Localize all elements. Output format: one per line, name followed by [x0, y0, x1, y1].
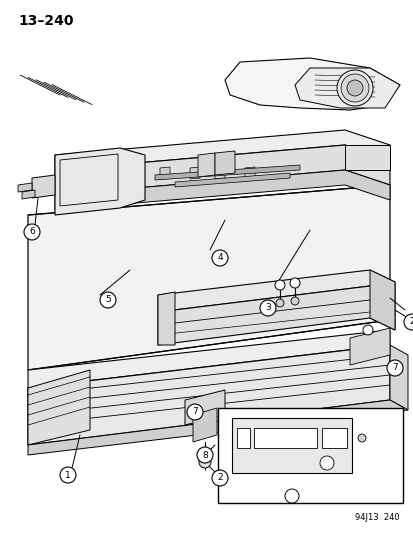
Text: 3: 3 — [264, 303, 270, 312]
Polygon shape — [185, 390, 224, 425]
Circle shape — [199, 456, 211, 468]
Polygon shape — [55, 170, 389, 210]
Polygon shape — [236, 428, 249, 448]
Circle shape — [336, 70, 372, 106]
Text: 1: 1 — [65, 471, 71, 480]
Polygon shape — [175, 173, 289, 187]
Bar — [218, 408, 402, 503]
Circle shape — [386, 360, 402, 376]
Polygon shape — [55, 130, 389, 170]
Circle shape — [275, 299, 283, 307]
Text: 6: 6 — [29, 228, 35, 237]
Text: 4: 4 — [217, 254, 222, 262]
Polygon shape — [55, 148, 145, 215]
Polygon shape — [254, 428, 316, 448]
Polygon shape — [159, 167, 170, 179]
Polygon shape — [197, 153, 214, 177]
Circle shape — [100, 292, 116, 308]
Circle shape — [319, 456, 333, 470]
Polygon shape — [244, 167, 254, 179]
Polygon shape — [369, 270, 394, 330]
Polygon shape — [192, 408, 216, 442]
Polygon shape — [18, 183, 32, 192]
Circle shape — [284, 489, 298, 503]
Polygon shape — [55, 145, 389, 195]
Circle shape — [403, 314, 413, 330]
Polygon shape — [224, 58, 399, 110]
Polygon shape — [158, 286, 394, 345]
Circle shape — [357, 434, 365, 442]
Polygon shape — [349, 328, 389, 365]
Circle shape — [187, 404, 202, 420]
Circle shape — [289, 278, 299, 288]
Text: 13–240: 13–240 — [18, 14, 74, 28]
Circle shape — [197, 447, 212, 463]
Text: 2: 2 — [217, 473, 222, 482]
Circle shape — [259, 300, 275, 316]
Circle shape — [340, 74, 368, 102]
Text: 8: 8 — [202, 450, 207, 459]
Circle shape — [290, 297, 298, 305]
Polygon shape — [154, 165, 299, 180]
Polygon shape — [321, 428, 346, 448]
Text: 7: 7 — [192, 408, 197, 416]
Text: 5: 5 — [105, 295, 111, 304]
Polygon shape — [158, 270, 394, 312]
Polygon shape — [28, 400, 407, 455]
Circle shape — [346, 80, 362, 96]
Polygon shape — [344, 145, 389, 170]
Polygon shape — [190, 167, 199, 179]
Circle shape — [60, 467, 76, 483]
Polygon shape — [28, 370, 90, 445]
Circle shape — [24, 224, 40, 240]
Polygon shape — [28, 185, 389, 370]
Polygon shape — [389, 345, 407, 410]
Text: 94J13  240: 94J13 240 — [354, 513, 399, 522]
Circle shape — [211, 470, 228, 486]
Circle shape — [274, 280, 284, 290]
Polygon shape — [28, 345, 389, 445]
Polygon shape — [32, 175, 55, 198]
Polygon shape — [214, 167, 224, 179]
Circle shape — [211, 250, 228, 266]
Polygon shape — [28, 330, 389, 388]
Text: 7: 7 — [391, 364, 397, 373]
Polygon shape — [22, 190, 35, 199]
Polygon shape — [231, 418, 351, 473]
Polygon shape — [158, 292, 175, 345]
Polygon shape — [294, 68, 399, 108]
Circle shape — [362, 325, 372, 335]
Polygon shape — [214, 151, 235, 175]
Text: 2: 2 — [408, 318, 413, 327]
